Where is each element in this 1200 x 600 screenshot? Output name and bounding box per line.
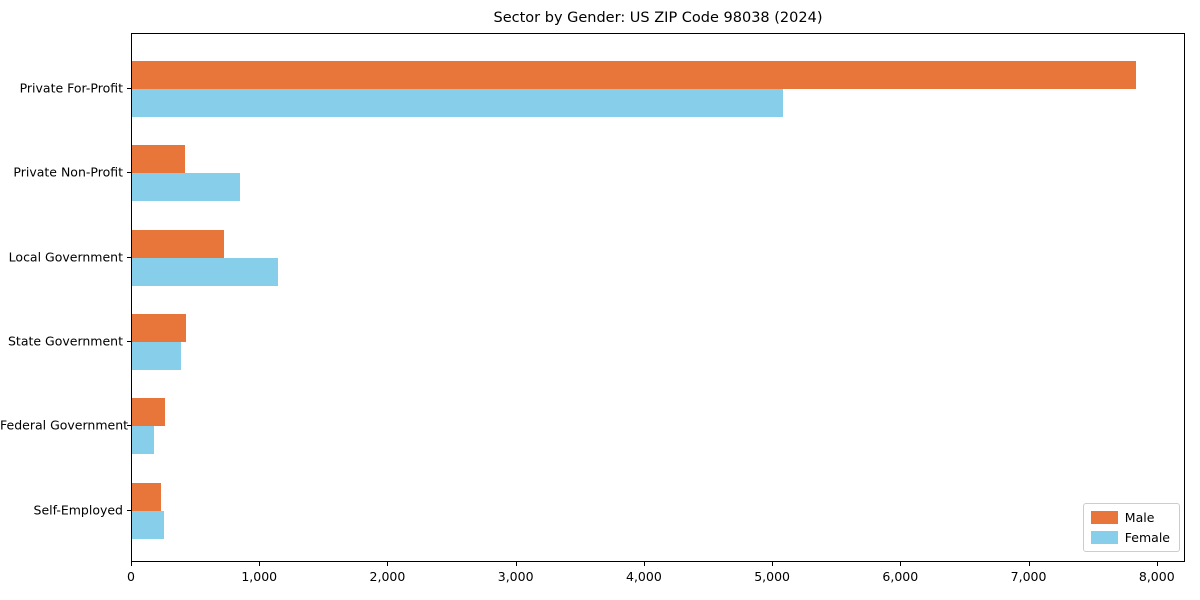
x-tick-label-6-000: 6,000 [882, 569, 919, 584]
plot-area [131, 33, 1185, 562]
x-tick-label-7-000: 7,000 [1010, 569, 1047, 584]
x-tick-mark [387, 562, 389, 566]
y-tick-mark [127, 425, 131, 427]
bar-female-private-non-profit [132, 173, 240, 202]
x-tick-mark [643, 562, 645, 566]
y-tick-mark [127, 172, 131, 174]
y-tick-mark [127, 340, 131, 342]
x-tick-mark [259, 562, 261, 566]
y-axis-label-local-government: Local Government [8, 249, 123, 265]
x-tick-mark [1156, 562, 1158, 566]
male-swatch-icon [1090, 511, 1118, 524]
bar-female-state-government [132, 341, 182, 370]
bar-female-private-for-profit [132, 89, 784, 117]
bar-male-self-employed [132, 482, 161, 511]
female-swatch-icon [1090, 531, 1118, 544]
y-axis-label-private-for-profit: Private For-Profit [19, 80, 123, 96]
x-tick-mark [900, 562, 902, 566]
x-tick-label-4-000: 4,000 [625, 569, 662, 584]
bar-male-private-for-profit [132, 61, 1136, 89]
y-axis-label-self-employed: Self-Employed [33, 502, 123, 517]
x-tick-label-2-000: 2,000 [369, 569, 406, 584]
legend-label-male: Male [1124, 510, 1155, 525]
bar-male-federal-government [132, 398, 165, 427]
x-tick-mark [1028, 562, 1030, 566]
x-tick-label-1-000: 1,000 [241, 569, 278, 584]
y-tick-mark [127, 88, 131, 89]
legend-item-male: Male [1090, 510, 1170, 525]
x-tick-mark [772, 562, 774, 566]
y-axis-label-state-government: State Government [7, 333, 123, 349]
x-tick-mark [515, 562, 517, 566]
bar-male-state-government [132, 313, 186, 342]
bar-female-federal-government [132, 426, 154, 455]
chart-title: Sector by Gender: US ZIP Code 98038 (202… [493, 10, 823, 26]
legend-item-female: Female [1090, 530, 1170, 545]
y-tick-mark [127, 256, 131, 258]
bar-male-private-non-profit [132, 145, 185, 174]
x-tick-mark [131, 562, 132, 566]
y-axis-label-federal-government: Federal Government [0, 417, 129, 433]
x-tick-label-0: 0 [127, 569, 135, 584]
bar-female-local-government [132, 257, 279, 286]
y-tick-mark [127, 509, 131, 511]
bar-male-local-government [132, 229, 225, 258]
legend: Male Female [1082, 503, 1180, 552]
x-tick-label-3-000: 3,000 [497, 569, 534, 584]
x-tick-label-8-000: 8,000 [1138, 569, 1175, 584]
bar-female-self-employed [132, 510, 165, 539]
legend-label-female: Female [1124, 530, 1170, 545]
y-axis-label-private-non-profit: Private Non-Profit [13, 164, 123, 180]
x-tick-label-5-000: 5,000 [754, 569, 791, 584]
